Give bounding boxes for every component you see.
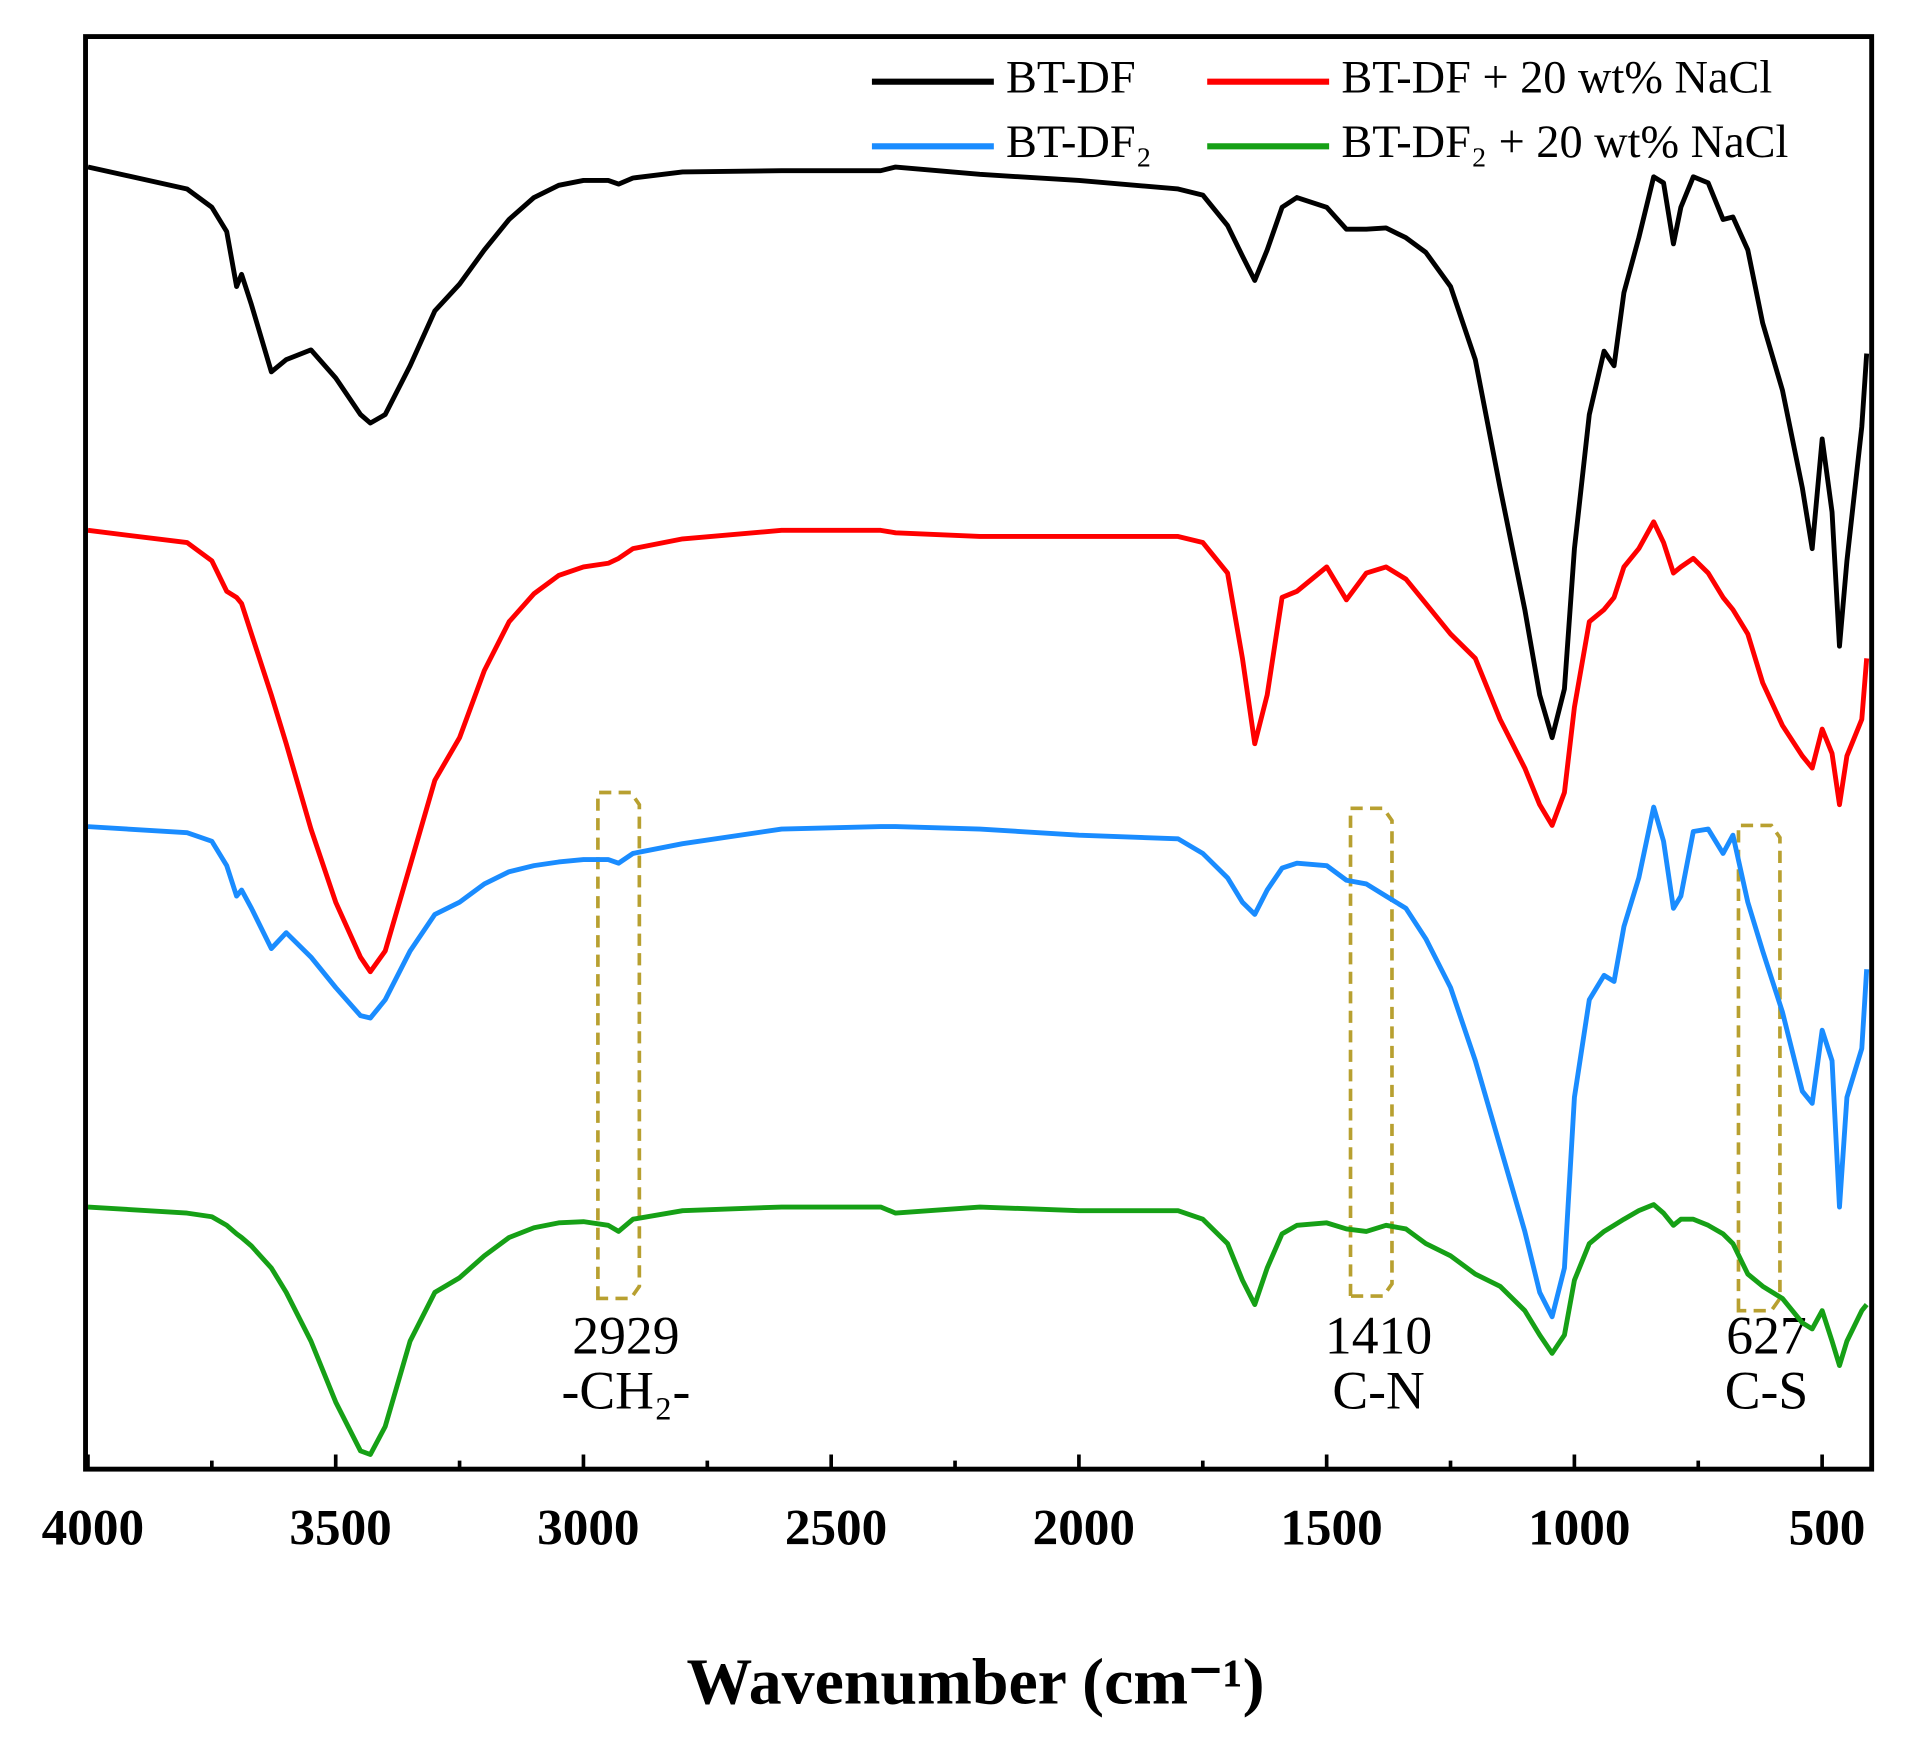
legend-label: BT-DF₂ [1006,117,1152,168]
x-tick-label: 2500 [785,1499,887,1556]
annotation-box [596,790,642,1301]
annotation-group: -CH₂- [561,1360,690,1420]
annotation-label: 2929 [572,1305,679,1365]
legend-label: BT-DF [1006,52,1136,103]
annotation-group: C-S [1725,1360,1808,1420]
x-tick-label: 1000 [1528,1499,1630,1556]
series-line [87,519,1870,975]
annotation-label: 1410 [1325,1305,1432,1365]
annotation-box [1736,823,1782,1313]
x-tick-label: 500 [1789,1499,1866,1556]
plot-frame [83,34,1875,1472]
x-tick-label: 1500 [1280,1499,1382,1556]
series-line [87,164,1870,741]
series-line [87,804,1870,1320]
annotation-group: C-N [1332,1360,1424,1420]
x-tick-label: 2000 [1033,1499,1135,1556]
legend-label: BT-DF + 20 wt% NaCl [1341,52,1772,103]
x-axis-label: Wavenumber (cm⁻¹) [687,1646,1265,1719]
series-line [87,1202,1869,1457]
x-tick-label: 4000 [42,1499,144,1556]
annotation-box [1348,806,1394,1298]
x-tick-label: 3000 [537,1499,639,1556]
x-tick-label: 3500 [289,1499,391,1556]
legend-label: BT-DF₂ + 20 wt% NaCl [1341,117,1788,168]
